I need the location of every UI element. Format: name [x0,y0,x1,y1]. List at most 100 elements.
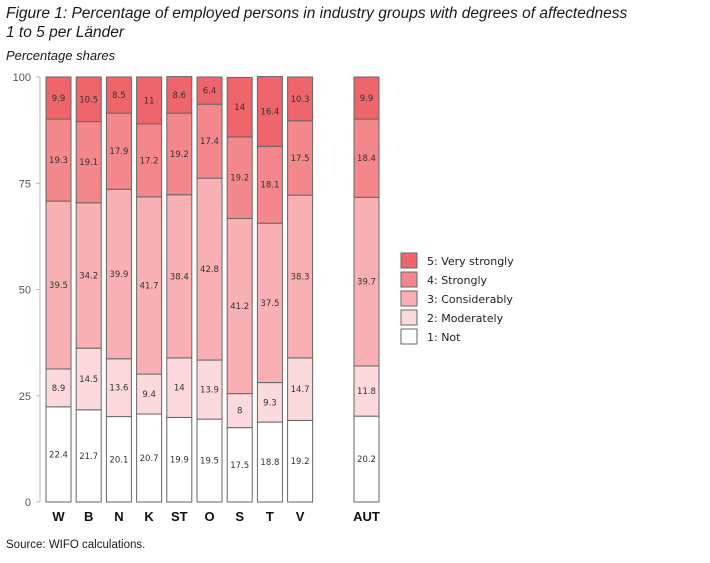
source-note: Source: WIFO calculations. [6,539,146,551]
data-label: 8.6 [173,91,187,101]
y-tick-label: 0 [25,497,31,509]
data-label: 19.1 [79,158,98,168]
data-label: 8.9 [52,384,66,394]
data-label: 8.5 [112,91,126,101]
bar-segment [287,120,314,196]
bar-segment [256,76,283,147]
data-label: 20.7 [140,454,159,464]
category-label: K [144,509,154,524]
chart-title-line-2: 1 to 5 per Länder [6,24,125,41]
data-label: 37.5 [260,299,279,309]
data-label: 11.8 [357,387,376,397]
data-label: 42.8 [200,265,219,275]
category-label: AUT [353,509,380,524]
data-label: 14.7 [291,385,310,395]
y-tick-label: 75 [19,178,31,190]
bar-segment [226,76,253,138]
bar-segment [226,393,253,429]
bar-segment [105,358,132,418]
data-label: 39.7 [357,278,376,288]
data-label: 17.9 [109,147,128,157]
bar-segment [136,76,163,125]
data-label: 6.4 [203,87,217,97]
bar-segment [166,194,193,359]
category-label: ST [171,509,188,524]
chart-subtitle: Percentage shares [6,48,116,63]
bar-segment [226,427,253,503]
bar-segment [136,413,163,503]
data-label: 11 [144,96,155,106]
data-label: 10.5 [79,95,98,105]
bar-segment [287,419,314,503]
category-label: V [296,509,305,524]
legend: 5: Very strongly 4: Strongly 3: Considerab… [400,252,514,345]
bar-segment [105,416,132,503]
data-label: 19.3 [49,156,68,166]
data-label: 19.2 [170,150,189,160]
data-label: 38.4 [170,272,189,282]
data-label: 38.3 [291,273,310,283]
bar-segment [45,200,72,370]
legend-label: 2: Moderately [427,312,504,325]
bar-segment [226,136,253,220]
bar-segment [45,76,72,120]
bar-segment [45,406,72,503]
legend-label: 5: Very strongly [427,255,514,268]
data-label: 20.2 [357,455,376,465]
category-label: S [235,509,244,524]
legend-swatch [400,252,418,269]
data-label: 14 [174,384,185,394]
legend-label: 1: Not [427,331,461,344]
bar-segment [353,196,380,367]
data-label: 17.2 [140,156,159,166]
bar-segment [256,222,283,384]
data-label: 14 [234,103,245,113]
data-label: 13.9 [200,386,219,396]
bar-segment [196,76,223,105]
data-label: 19.9 [170,456,189,466]
bar-segment [256,421,283,503]
legend-label: 4: Strongly [427,274,488,287]
bar-segment [256,145,283,224]
category-label: N [114,509,123,524]
data-label: 16.4 [260,107,279,117]
bar-segment [353,415,380,503]
data-label: 18.1 [260,181,279,191]
data-label: 19.5 [200,457,219,467]
bar-segment [136,196,163,375]
legend-swatch [400,290,418,307]
data-label: 9.9 [52,94,66,104]
bar-segment [226,218,253,395]
data-label: 18.4 [357,154,376,164]
bar-segment [45,368,72,408]
bar-segment [166,357,193,418]
bar-segment [196,103,223,179]
bar-segment [105,76,132,114]
data-label: 22.4 [49,450,68,460]
y-tick-label: 25 [19,391,31,403]
data-label: 34.2 [79,271,98,281]
data-label: 17.5 [291,154,310,164]
bar-segment [196,177,223,361]
data-label: 10.3 [291,95,310,105]
data-label: 13.6 [109,384,128,394]
data-label: 39.9 [109,270,128,280]
legend-label: 3: Considerably [427,293,513,306]
bar-segment [287,76,314,122]
bar-segment [166,76,193,114]
bar-segment [105,188,132,360]
legend-swatch [400,328,418,345]
data-label: 21.7 [79,452,98,462]
y-axis: 0 25 50 75 100 [13,72,41,509]
data-label: 8 [237,407,242,417]
bar-segment [353,76,380,120]
category-labels-group: W B N K ST O S T V AUT [52,509,380,524]
bar-segment [136,123,163,198]
y-tick-label: 100 [13,72,31,84]
data-label: 17.4 [200,137,219,147]
bars-group [45,76,380,503]
y-tick-label: 50 [19,285,31,297]
category-label: O [204,509,214,524]
data-label: 9.4 [142,390,156,400]
